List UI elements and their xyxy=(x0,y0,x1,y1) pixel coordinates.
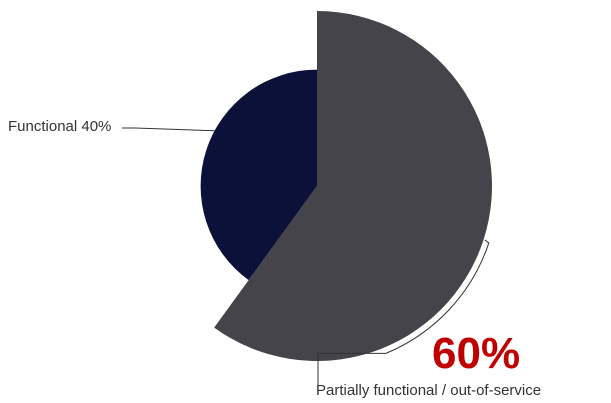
slice-label-partially-functional: Partially functional / out-of-service xyxy=(316,382,542,399)
highlight-percentage-annotation: 60% xyxy=(432,329,521,378)
pie-slice-partially-functional xyxy=(214,11,493,362)
slice-label-functional: Functional 40% xyxy=(8,118,112,135)
leader-line-functional xyxy=(122,127,215,132)
pie-slice-functional xyxy=(200,69,317,281)
leader-bracket-partially-functional xyxy=(317,239,490,392)
